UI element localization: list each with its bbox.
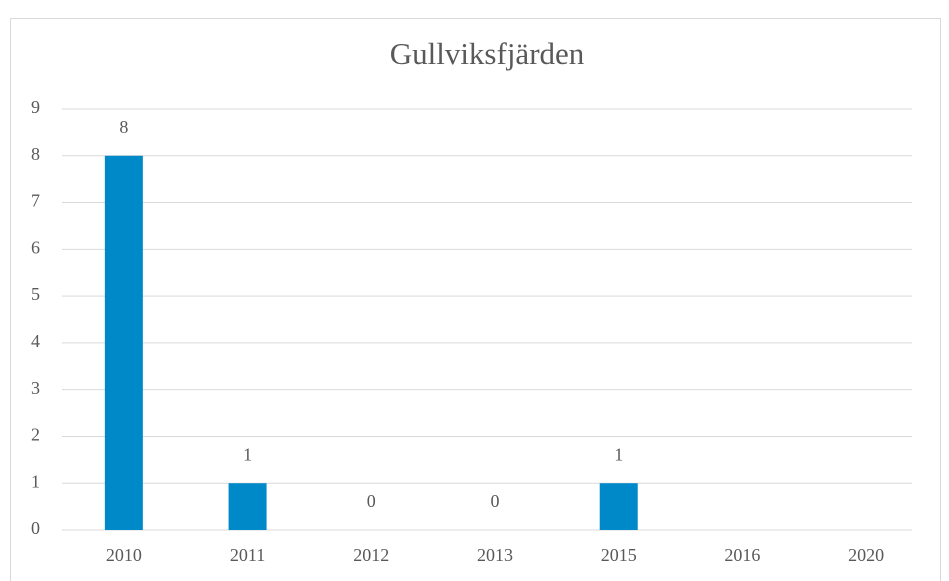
data-label: 0 <box>367 491 376 511</box>
data-label: 0 <box>491 491 500 511</box>
x-tick-label: 2020 <box>848 545 884 565</box>
bar <box>104 155 143 530</box>
y-tick-label: 3 <box>31 378 40 398</box>
x-tick-label: 2010 <box>106 545 142 565</box>
y-tick-label: 7 <box>31 191 40 211</box>
data-label: 1 <box>243 444 252 464</box>
y-tick-label: 5 <box>31 284 40 304</box>
data-label: 8 <box>119 117 128 137</box>
x-tick-label: 2016 <box>724 545 760 565</box>
y-tick-label: 6 <box>31 237 40 257</box>
y-tick-label: 4 <box>31 331 40 351</box>
y-tick-label: 0 <box>31 518 40 538</box>
y-tick-label: 8 <box>31 144 40 164</box>
bar <box>228 483 267 530</box>
chart-title: Gullviksfjärden <box>390 36 585 71</box>
x-tick-label: 2015 <box>601 545 637 565</box>
y-tick-label: 1 <box>31 471 40 491</box>
y-tick-label: 2 <box>31 425 40 445</box>
y-tick-label: 9 <box>31 97 40 117</box>
data-label: 1 <box>614 444 623 464</box>
chart-frame <box>10 18 941 581</box>
bar <box>599 483 638 530</box>
x-tick-label: 2011 <box>230 545 265 565</box>
x-tick-label: 2013 <box>477 545 513 565</box>
x-tick-label: 2012 <box>353 545 389 565</box>
